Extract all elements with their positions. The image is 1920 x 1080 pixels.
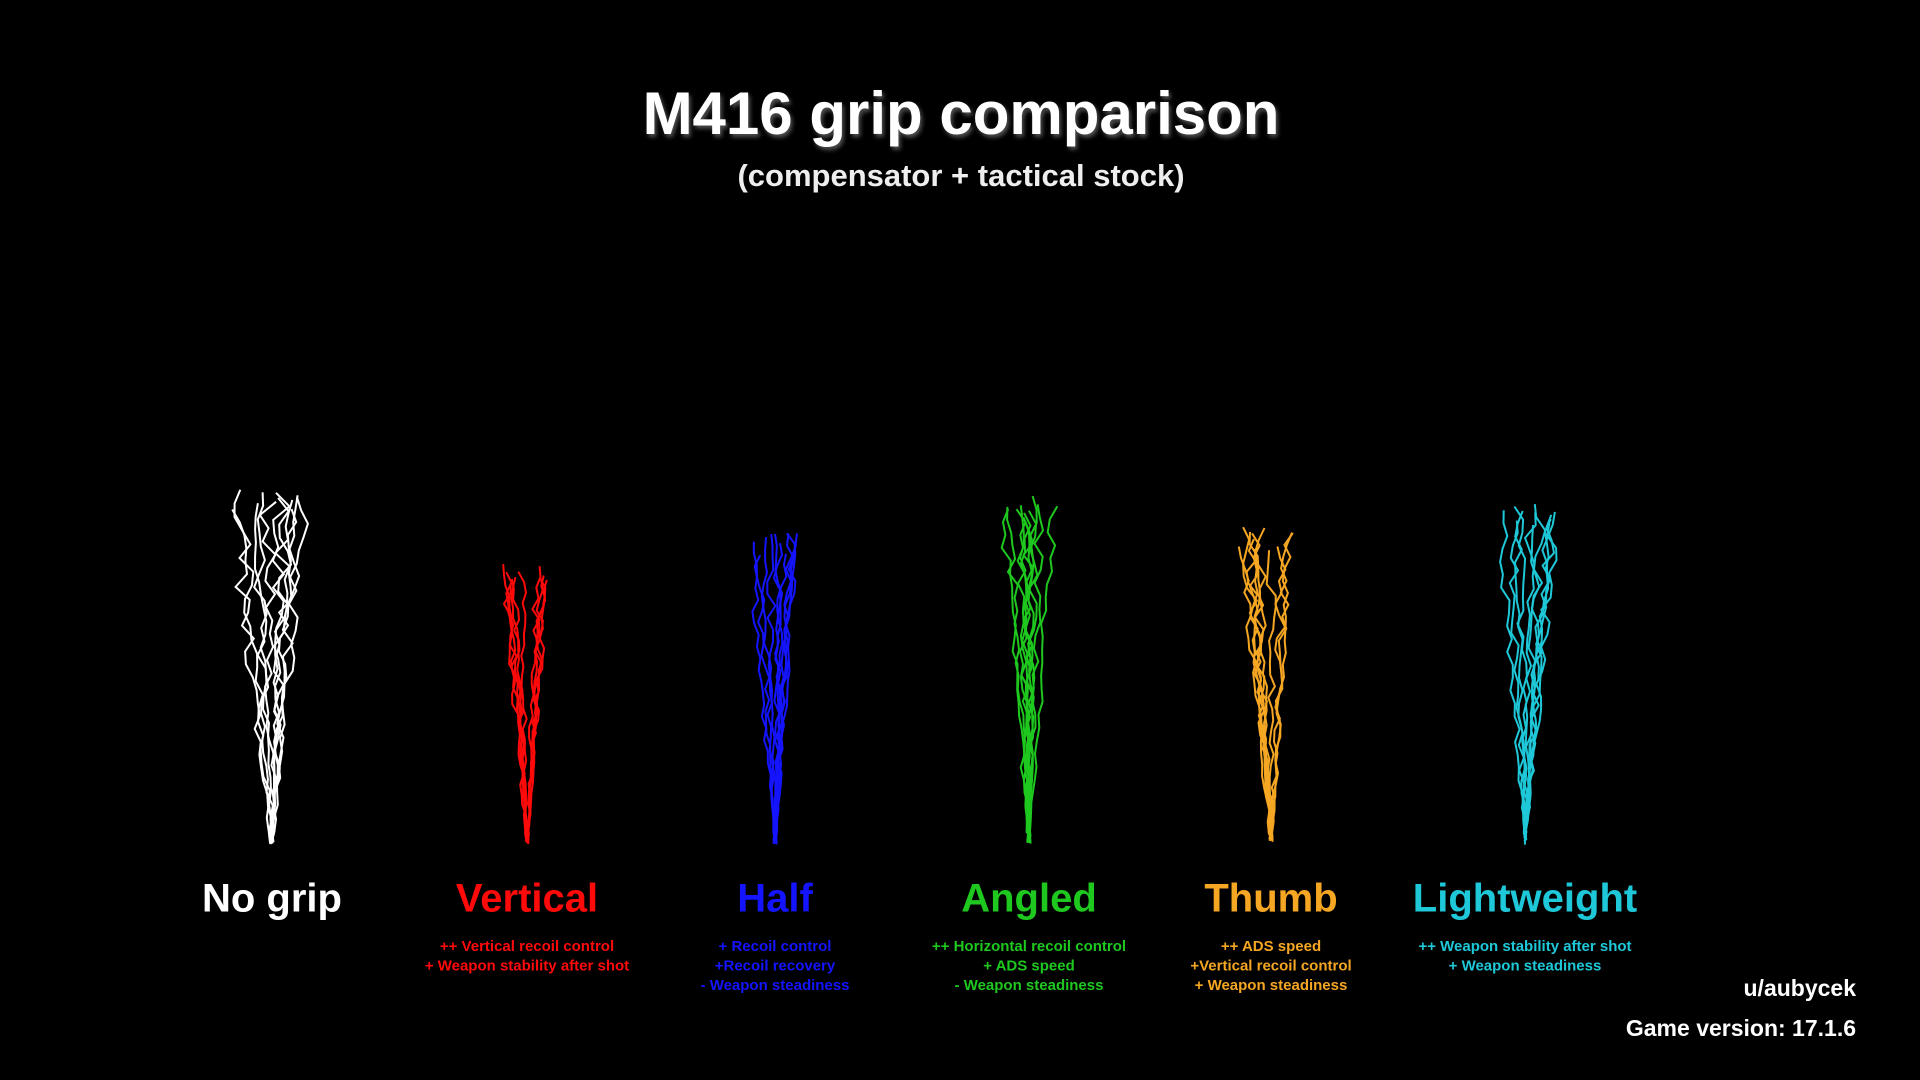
grip-note: + Weapon steadiness [1449,957,1602,974]
title: M416 grip comparison [643,80,1280,147]
recoil-line [1523,525,1541,836]
grip-note: ++ ADS speed [1221,938,1321,955]
recoil-line [1237,546,1273,839]
recoil-line [1270,532,1293,838]
grip-note: +Vertical recoil control [1190,957,1351,974]
grip-note: + Recoil control [719,938,832,955]
grip-note: ++ Horizontal recoil control [932,938,1126,955]
grip-note: ++ Weapon stability after shot [1418,938,1631,955]
grip-name: Vertical [456,877,598,921]
grip-note: - Weapon steadiness [955,977,1104,994]
recoil-line [526,579,544,836]
recoil-line [270,497,293,843]
recoil-line [502,583,529,838]
recoil-line [1028,505,1059,844]
recoil-line [1523,511,1556,838]
recoil-line [1016,505,1031,843]
grip-note: - Weapon steadiness [701,977,850,994]
recoil-line [1026,495,1038,841]
grip-note: + ADS speed [983,957,1075,974]
recoil-line [1247,538,1274,843]
recoil-line [517,571,530,840]
recoil-line [1006,506,1031,843]
recoil-line [772,533,798,841]
grip-note: ++ Vertical recoil control [440,938,614,955]
grip-name: Lightweight [1413,877,1637,921]
grip-note: + Weapon steadiness [1195,977,1348,994]
recoil-line [1254,527,1273,840]
grip-note: + Weapon stability after shot [425,957,629,974]
grip-name: Thumb [1204,877,1337,921]
grip-note: +Recoil recovery [715,957,836,974]
recoil-line [253,503,274,845]
recoil-line [1514,510,1527,837]
grip-name: Half [737,877,813,921]
grip-name: No grip [202,877,342,921]
grip-name: Angled [961,877,1097,921]
subtitle: (compensator + tactical stock) [737,158,1184,193]
author: u/aubycek [1744,975,1857,1001]
recoil-line [751,541,778,840]
version: Game version: 17.1.6 [1626,1015,1856,1041]
recoil-line [773,553,788,839]
